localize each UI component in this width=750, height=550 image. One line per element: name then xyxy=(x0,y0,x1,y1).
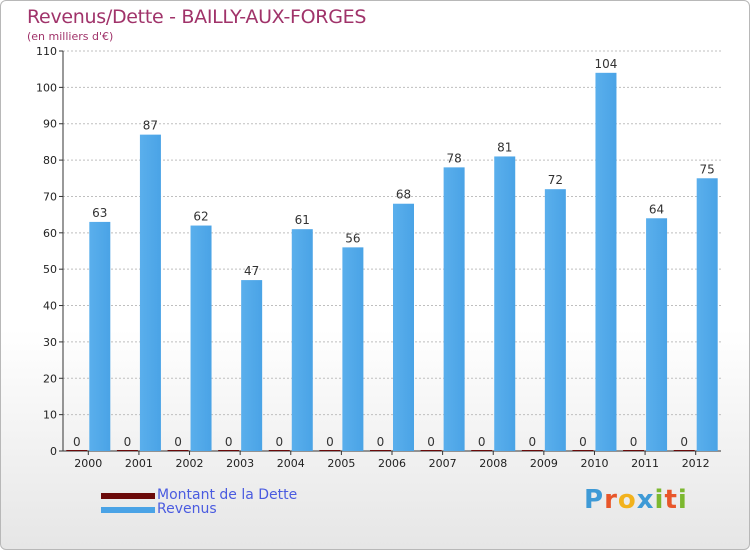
data-label-dette: 0 xyxy=(225,435,233,449)
chart-title: Revenus/Dette - BAILLY-AUX-FORGES xyxy=(27,6,367,28)
bar-revenus xyxy=(89,221,111,451)
logo-letter: i xyxy=(654,485,665,515)
bar-revenus xyxy=(544,189,566,451)
data-label-revenus: 75 xyxy=(700,162,715,176)
data-label-dette: 0 xyxy=(377,435,385,449)
x-tick-label: 2004 xyxy=(277,457,305,470)
data-label-revenus: 81 xyxy=(497,140,512,154)
y-tick-label: 50 xyxy=(43,263,57,276)
bar-revenus xyxy=(291,229,313,451)
bar-dette xyxy=(167,450,189,451)
legend-label-dette: Montant de la Dette xyxy=(157,487,298,503)
x-tick-label: 2012 xyxy=(682,457,710,470)
x-tick-label: 2011 xyxy=(631,457,659,470)
data-label-dette: 0 xyxy=(124,435,132,449)
bar-dette xyxy=(66,450,88,451)
y-tick-label: 90 xyxy=(43,118,57,131)
x-tick-label: 2001 xyxy=(125,457,153,470)
y-tick-label: 20 xyxy=(43,372,57,385)
data-label-dette: 0 xyxy=(326,435,334,449)
x-tick-label: 2008 xyxy=(479,457,507,470)
bar-revenus xyxy=(241,280,263,451)
logo-letter: x xyxy=(636,485,655,515)
logo-letter: r xyxy=(604,485,618,515)
y-tick-label: 80 xyxy=(43,154,57,167)
bar-dette xyxy=(673,450,695,451)
bar-dette xyxy=(370,450,391,451)
bar-dette xyxy=(623,450,645,451)
proxiti-logo: Proxiti xyxy=(584,485,688,515)
data-label-dette: 0 xyxy=(427,435,435,449)
y-tick-label: 100 xyxy=(36,81,57,94)
legend-swatch-revenus xyxy=(101,507,155,513)
x-tick-label: 2002 xyxy=(176,457,204,470)
data-label-revenus: 61 xyxy=(295,213,310,227)
y-tick-label: 60 xyxy=(43,227,57,240)
x-tick-label: 2000 xyxy=(74,457,102,470)
data-label-revenus: 87 xyxy=(143,119,158,133)
x-tick-label: 2005 xyxy=(327,457,355,470)
data-label-dette: 0 xyxy=(275,435,283,449)
logo-letter: i xyxy=(677,485,688,515)
bar-revenus xyxy=(342,247,364,451)
y-tick-label: 10 xyxy=(43,409,57,422)
bar-revenus xyxy=(139,134,161,452)
data-label-revenus: 104 xyxy=(595,57,618,71)
bar-revenus xyxy=(393,203,414,451)
logo-letter: t xyxy=(664,485,678,515)
x-tick-label: 2006 xyxy=(378,457,406,470)
bar-revenus xyxy=(190,225,212,451)
data-label-revenus: 63 xyxy=(92,206,107,220)
data-label-dette: 0 xyxy=(579,435,587,449)
bar-dette xyxy=(218,450,240,451)
data-labels: 0 63 0 87 0 62 0 47 0 61 0 56 0 68 0 78 0 81 0 72 0 104 0 64 0 75 xyxy=(73,57,715,449)
y-tick-label: 40 xyxy=(43,300,57,313)
x-tick-label: 2009 xyxy=(530,457,558,470)
data-label-revenus: 62 xyxy=(193,210,208,224)
bar-dette xyxy=(572,450,594,451)
legend-swatch-dette xyxy=(101,493,155,499)
bar-dette xyxy=(319,450,341,451)
data-label-dette: 0 xyxy=(73,435,81,449)
bars xyxy=(66,72,718,452)
grid-lines xyxy=(63,50,721,452)
data-label-dette: 0 xyxy=(630,435,638,449)
y-tick-label: 0 xyxy=(50,445,57,458)
data-label-revenus: 56 xyxy=(345,231,360,245)
data-label-revenus: 64 xyxy=(649,202,664,216)
bar-revenus xyxy=(595,72,617,452)
bar-revenus xyxy=(494,156,516,452)
x-tick-label: 2010 xyxy=(580,457,608,470)
data-label-revenus: 72 xyxy=(548,173,563,187)
bar-dette xyxy=(116,450,138,451)
data-label-dette: 0 xyxy=(680,435,688,449)
bar-revenus xyxy=(646,218,668,451)
x-tick-label: 2003 xyxy=(226,457,254,470)
logo-letter: o xyxy=(617,485,637,515)
bar-dette xyxy=(420,450,442,451)
data-label-revenus: 68 xyxy=(396,188,411,202)
legend-label-revenus: Revenus xyxy=(157,501,217,517)
bar-dette xyxy=(521,450,543,451)
bar-dette xyxy=(471,450,493,451)
axes: 0 10 20 30 40 50 60 70 80 90 100 110 2000 2001 2002 200… xyxy=(36,45,721,470)
y-tick-label: 110 xyxy=(36,45,57,58)
bar-dette xyxy=(268,450,290,451)
data-label-revenus: 47 xyxy=(244,264,259,278)
data-label-dette: 0 xyxy=(174,435,182,449)
chart-subtitle: (en milliers d'€) xyxy=(27,30,114,43)
y-tick-label: 30 xyxy=(43,336,57,349)
bar-revenus xyxy=(696,178,718,452)
x-tick-label: 2007 xyxy=(429,457,457,470)
y-tick-label: 70 xyxy=(43,190,57,203)
data-label-revenus: 78 xyxy=(446,151,461,165)
logo-letter: P xyxy=(584,485,605,515)
bar-revenus xyxy=(443,167,465,451)
data-label-dette: 0 xyxy=(478,435,486,449)
data-label-dette: 0 xyxy=(529,435,537,449)
